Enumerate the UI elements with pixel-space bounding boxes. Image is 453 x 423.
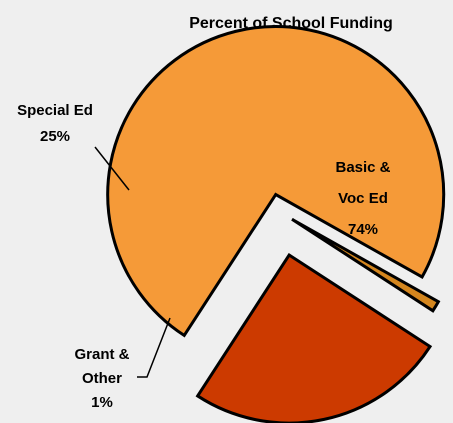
slice-name-1: Grant & — [74, 346, 129, 363]
slice-name-1: Other — [82, 370, 122, 387]
pie-slice-1 — [291, 217, 441, 313]
pie-slice-2 — [195, 252, 433, 423]
slice-value-1: 1% — [91, 394, 113, 411]
slice-label-2: Special Ed 25% — [17, 102, 93, 145]
slices-layer — [106, 25, 446, 423]
pie-slice-0 — [106, 25, 446, 338]
slice-labels: Basic & Voc Ed 74% Grant & Other 1% Special Ed… — [17, 102, 391, 411]
slice-label-0: Basic & Voc Ed 74% — [335, 159, 390, 238]
leader-lines — [94, 146, 171, 378]
slice-value-0: 74% — [348, 221, 378, 238]
slice-name-2: Special Ed — [17, 102, 93, 119]
leader-line-1 — [137, 317, 171, 378]
leader-line-2 — [94, 146, 130, 191]
slice-label-1: Grant & Other 1% — [74, 346, 129, 411]
slice-value-2: 25% — [40, 128, 70, 145]
chart-title: Percent of School Funding — [189, 15, 393, 32]
slice-name-0: Basic & — [335, 159, 390, 176]
slice-name-0: Voc Ed — [338, 190, 388, 207]
